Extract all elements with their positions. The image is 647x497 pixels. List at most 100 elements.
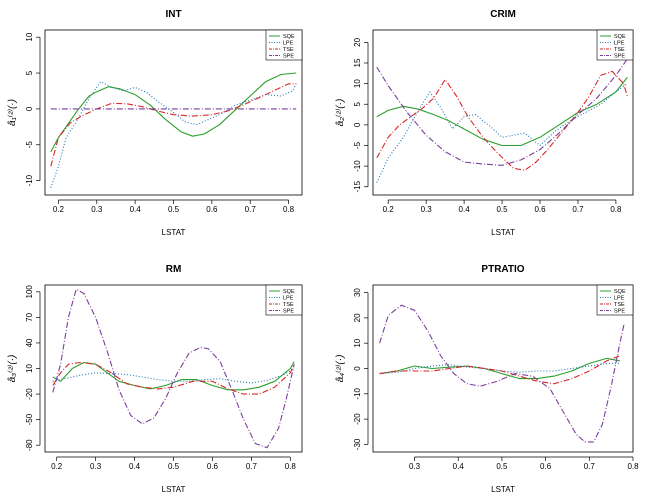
plot-frame: [44, 284, 303, 453]
y-tick-label: 30: [353, 288, 362, 297]
panel-rm: RM 0.2 0.3 0.4 0.5 0.6 0.7 0.8 LSTAT -80 -50 -20 10 4…: [7, 264, 303, 494]
y-tick-label: -10: [353, 387, 362, 399]
y-tick-label: 5: [353, 101, 362, 106]
x-tick-label: 0.6: [206, 205, 218, 214]
x-tick-label: 0.2: [51, 462, 63, 471]
legend-label-spe: SPE: [283, 54, 294, 60]
y-tick-label: -50: [25, 413, 34, 425]
series-line-spe: [379, 304, 625, 443]
series-line-sqe: [376, 77, 628, 147]
y-tick-label: 10: [353, 338, 362, 347]
panel-title: RM: [166, 264, 182, 275]
series-line-spe: [376, 58, 628, 166]
legend-label-sqe: SQE: [283, 34, 295, 40]
y-tick-label: -10: [25, 174, 34, 186]
x-tick-label: 0.7: [572, 205, 584, 214]
x-tick-label: 0.6: [534, 205, 546, 214]
x-tick-label: 0.5: [496, 462, 508, 471]
y-tick-label: -5: [353, 141, 362, 149]
y-axis-label: â₄⁽²⁾(·): [335, 355, 346, 383]
series-line-tse: [376, 70, 628, 171]
y-axis-label: â₃⁽²⁾(·): [7, 355, 18, 383]
series-line-sqe: [52, 361, 295, 391]
y-tick-label: 0: [25, 106, 34, 111]
x-tick-label: 0.4: [459, 205, 471, 214]
x-tick-label: 0.4: [453, 462, 465, 471]
series-line-sqe: [50, 72, 297, 153]
legend-label-sqe: SQE: [614, 289, 626, 295]
x-tick-label: 0.5: [168, 462, 180, 471]
x-tick-label: 0.7: [246, 462, 258, 471]
x-tick-label: 0.2: [383, 205, 395, 214]
y-tick-label: -20: [353, 413, 362, 425]
x-tick-label: 0.8: [285, 462, 297, 471]
panel-title: CRIM: [490, 9, 516, 20]
series-line-tse: [50, 83, 297, 167]
x-tick-label: 0.3: [409, 462, 421, 471]
series-line-sqe: [379, 357, 621, 380]
panel-int: INT 0.2 0.3 0.4 0.5 0.6 0.7 0.8 LSTAT -10 -5 0 5 10 â₁…: [7, 9, 303, 237]
y-tick-label: 10: [25, 364, 34, 373]
legend-label-lpe: LPE: [283, 296, 294, 302]
x-tick-label: 0.3: [91, 205, 103, 214]
x-tick-label: 0.3: [421, 205, 433, 214]
legend-label-lpe: LPE: [614, 296, 625, 302]
y-tick-label: -20: [25, 388, 34, 400]
x-tick-label: 0.7: [584, 462, 596, 471]
series-line-lpe: [376, 83, 628, 183]
legend-label-tse: TSE: [614, 47, 625, 53]
panel-title: INT: [165, 9, 181, 20]
y-tick-label: 10: [353, 79, 362, 88]
series-line-tse: [379, 355, 621, 385]
x-tick-label: 0.4: [130, 205, 142, 214]
legend-label-tse: TSE: [283, 47, 294, 53]
series-line-spe: [52, 288, 295, 449]
x-axis-label: LSTAT: [162, 228, 186, 237]
x-axis-label: LSTAT: [491, 228, 515, 237]
x-tick-label: 0.8: [610, 205, 622, 214]
x-axis-label: LSTAT: [162, 485, 186, 494]
plot-frame: [372, 29, 634, 196]
y-tick-label: -80: [25, 439, 34, 451]
y-tick-label: -10: [353, 160, 362, 172]
y-tick-label: 0: [353, 366, 362, 371]
y-tick-label: 20: [353, 37, 362, 46]
legend-label-sqe: SQE: [614, 34, 626, 40]
y-tick-label: -15: [353, 180, 362, 192]
plot-frame: [44, 29, 303, 196]
legend-label-tse: TSE: [283, 302, 294, 308]
panel-title: PTRATIO: [481, 264, 524, 275]
x-tick-label: 0.6: [540, 462, 552, 471]
legend-label-spe: SPE: [283, 309, 294, 315]
series-line-tse: [52, 361, 295, 395]
legend-label-tse: TSE: [614, 302, 625, 308]
legend-label-sqe: SQE: [283, 289, 295, 295]
panel-crim: CRIM 0.2 0.3 0.4 0.5 0.6 0.7 0.8 LSTAT -15 -10 -5 0 5…: [335, 9, 634, 237]
x-tick-label: 0.5: [168, 205, 180, 214]
x-tick-label: 0.6: [207, 462, 219, 471]
y-tick-label: 70: [25, 312, 34, 321]
x-tick-label: 0.8: [283, 205, 295, 214]
series-line-lpe: [52, 368, 295, 384]
legend-label-spe: SPE: [614, 54, 625, 60]
legend-label-lpe: LPE: [614, 41, 625, 47]
panel-ptratio: PTRATIO 0.3 0.4 0.5 0.6 0.7 0.8 LSTAT -30 -20 -10 0…: [335, 264, 639, 494]
y-tick-label: 20: [353, 313, 362, 322]
y-tick-label: 5: [25, 70, 34, 75]
y-tick-label: -5: [25, 141, 34, 149]
x-tick-label: 0.3: [90, 462, 102, 471]
y-axis-label: â₂⁽²⁾(·): [335, 99, 346, 127]
legend-label-spe: SPE: [614, 309, 625, 315]
y-tick-label: -30: [353, 438, 362, 450]
y-tick-label: 0: [353, 122, 362, 127]
x-tick-label: 0.2: [53, 205, 65, 214]
y-tick-label: 100: [25, 285, 34, 299]
x-axis-label: LSTAT: [491, 485, 515, 494]
y-tick-label: 40: [25, 338, 34, 347]
y-tick-label: 15: [353, 58, 362, 67]
y-tick-label: 10: [25, 32, 34, 41]
